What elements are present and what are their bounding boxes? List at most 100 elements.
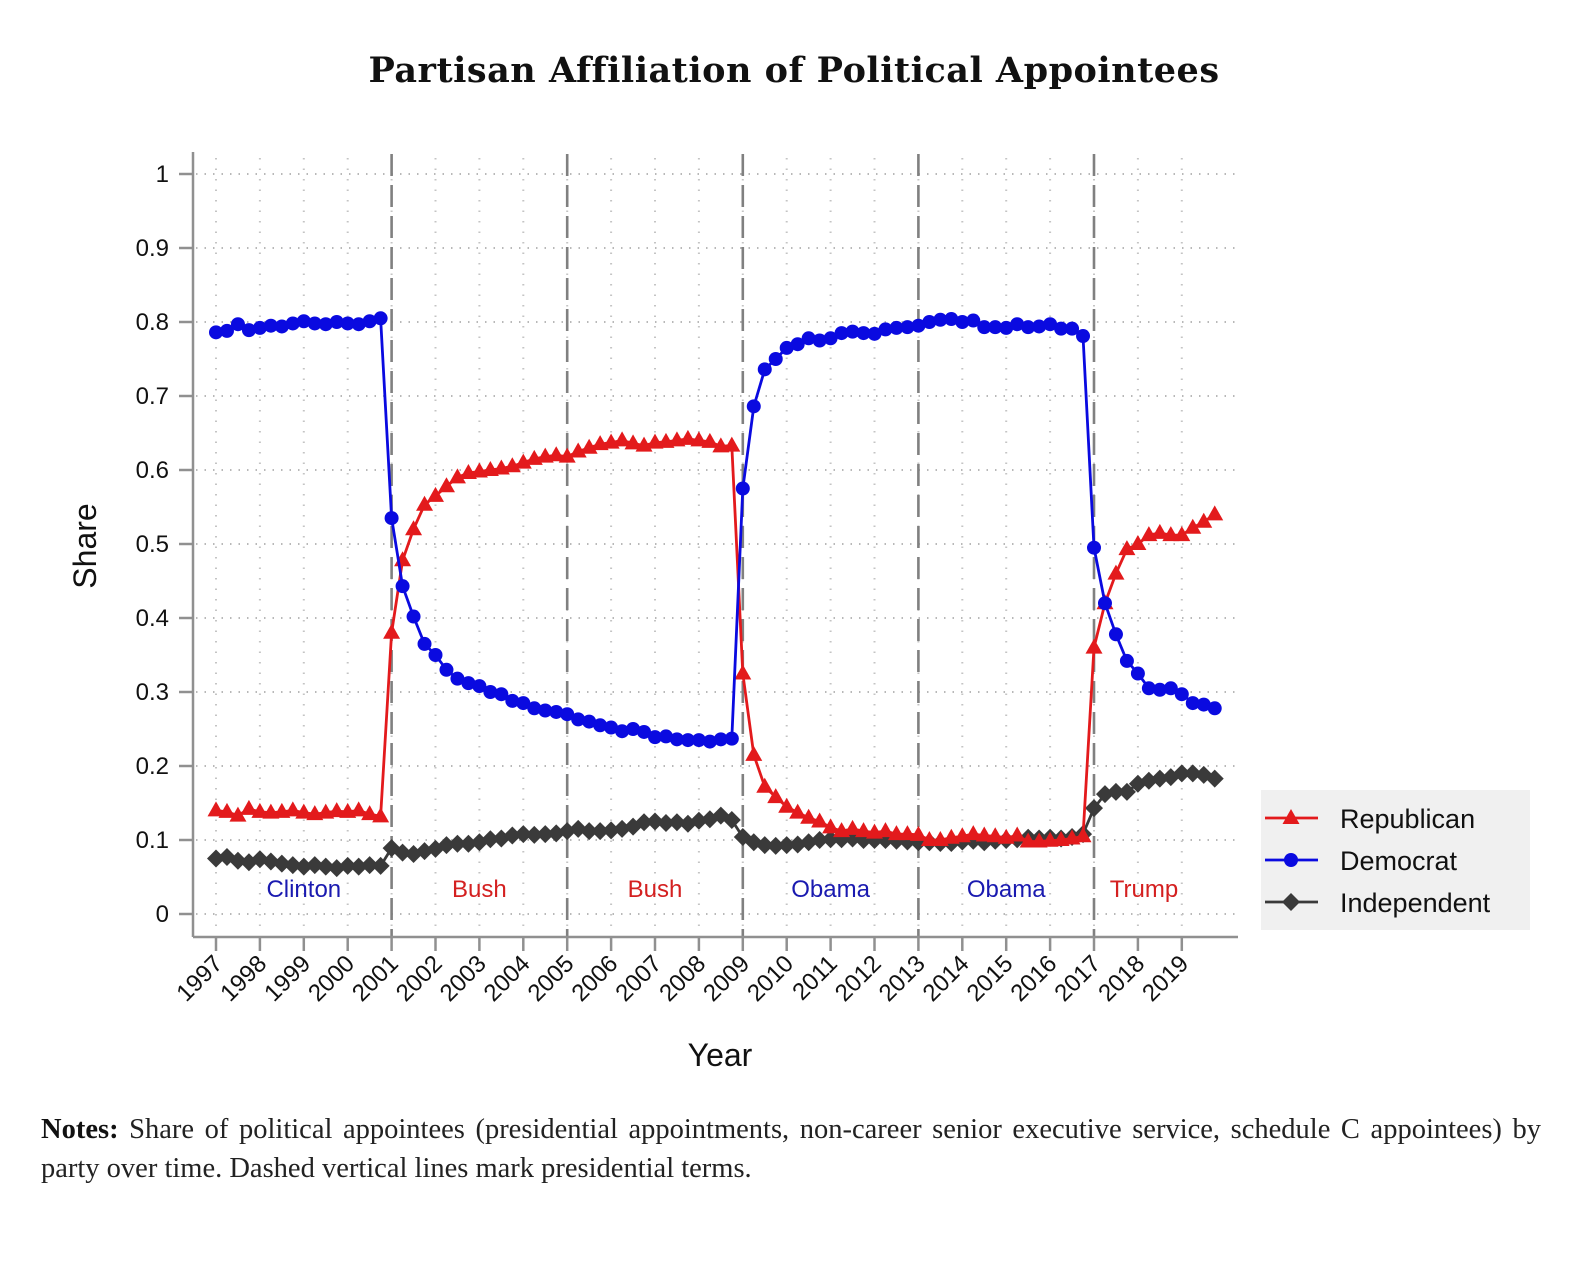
data-point-democrat: [801, 331, 816, 346]
x-tick-label: 2004: [479, 950, 536, 1007]
x-tick-label: 2019: [1137, 950, 1194, 1007]
data-point-independent: [667, 813, 686, 832]
data-point-democrat: [340, 316, 355, 331]
data-point-independent: [536, 825, 555, 844]
data-point-democrat: [1043, 317, 1058, 332]
data-point-independent: [525, 825, 544, 844]
data-point-democrat: [549, 704, 564, 719]
data-point-democrat: [724, 731, 739, 746]
data-point-democrat: [571, 712, 586, 727]
data-point-democrat: [889, 320, 904, 335]
data-point-republican: [844, 819, 862, 835]
data-point-democrat: [746, 399, 761, 414]
data-point-democrat: [779, 340, 794, 355]
data-point-democrat: [494, 687, 509, 702]
data-point-democrat: [768, 352, 783, 366]
data-point-democrat: [999, 320, 1014, 335]
data-point-democrat: [329, 315, 344, 329]
data-point-republican: [448, 468, 466, 484]
data-point-republican: [767, 788, 785, 804]
legend-label-democrat: Democrat: [1340, 846, 1458, 876]
chart-title: Partisan Affiliation of Political Appoin…: [368, 50, 1220, 91]
data-point-independent: [305, 856, 324, 875]
data-point-democrat: [966, 313, 981, 328]
data-point-republican: [1107, 564, 1125, 580]
data-point-democrat: [439, 662, 454, 677]
data-point-republican: [383, 623, 401, 639]
legend-marker-independent: [1282, 893, 1300, 911]
data-point-independent: [656, 813, 675, 832]
data-point-republican: [547, 446, 565, 462]
data-point-democrat: [406, 609, 421, 624]
data-point-independent: [437, 836, 456, 855]
data-point-democrat: [900, 320, 915, 335]
data-point-democrat: [1076, 329, 1091, 344]
data-point-democrat: [527, 701, 542, 716]
data-point-independent: [722, 811, 741, 830]
y-tick-label: 0.7: [136, 383, 169, 410]
data-point-republican: [361, 805, 379, 821]
y-tick-label: 0.3: [136, 679, 169, 706]
data-point-democrat: [209, 325, 223, 340]
data-point-democrat: [450, 671, 465, 686]
data-point-republican: [1184, 518, 1202, 534]
term-label-bush: Bush: [452, 876, 507, 903]
data-point-democrat: [252, 320, 267, 335]
data-point-democrat: [1196, 697, 1211, 712]
series-line-democrat: [215, 316, 1216, 744]
legend-marker-republican: [1282, 809, 1300, 824]
data-point-independent: [1150, 769, 1169, 788]
data-point-independent: [349, 857, 368, 876]
x-tick-label: 1999: [259, 950, 316, 1007]
data-point-republican: [745, 745, 763, 761]
data-point-republican: [328, 802, 346, 818]
data-point-independent: [1117, 782, 1136, 801]
series-democrat: [209, 311, 1222, 749]
y-tick-label: 0: [156, 901, 169, 928]
data-point-independent: [810, 831, 829, 849]
data-point-democrat: [461, 676, 476, 691]
data-point-independent: [272, 854, 291, 873]
data-point-democrat: [351, 317, 366, 332]
data-point-democrat: [1087, 540, 1101, 555]
data-point-republican: [1173, 526, 1191, 542]
data-point-independent: [580, 822, 599, 841]
data-point-independent: [635, 813, 654, 832]
grid: [196, 158, 1238, 934]
data-point-republican: [416, 495, 434, 511]
data-point-republican: [427, 486, 444, 502]
data-point-republican: [1008, 826, 1026, 842]
data-point-democrat: [274, 319, 289, 334]
term-label-bush: Bush: [628, 876, 683, 903]
data-point-independent: [591, 822, 610, 841]
data-point-republican: [207, 801, 225, 817]
data-point-independent: [228, 851, 247, 870]
data-point-republican: [372, 807, 390, 823]
data-point-democrat: [1065, 321, 1080, 336]
term-label-trump: Trump: [1110, 876, 1178, 903]
data-point-republican: [734, 664, 752, 680]
data-point-republican: [350, 801, 368, 817]
series-independent: [207, 764, 1224, 878]
data-point-republican: [1206, 505, 1224, 521]
data-point-democrat: [669, 732, 684, 747]
data-point-republican: [1151, 523, 1169, 539]
data-point-republican: [778, 797, 796, 813]
data-point-democrat: [955, 315, 970, 329]
data-point-democrat: [1097, 596, 1112, 611]
x-tick-label: 2001: [347, 950, 404, 1007]
data-point-independent: [766, 836, 785, 855]
data-point-democrat: [1010, 317, 1025, 332]
x-tick-label: 2017: [1049, 950, 1106, 1007]
data-point-democrat: [867, 326, 882, 341]
data-point-democrat: [560, 707, 575, 722]
data-point-democrat: [428, 648, 443, 662]
data-point-democrat: [988, 320, 1003, 335]
data-point-democrat: [1054, 321, 1069, 336]
data-point-democrat: [219, 323, 234, 338]
y-tick-label: 0.8: [136, 309, 169, 336]
data-point-democrat: [878, 322, 893, 337]
legend-label-independent: Independent: [1340, 888, 1491, 918]
notes-text: Share of political appointees (president…: [41, 1114, 1541, 1184]
